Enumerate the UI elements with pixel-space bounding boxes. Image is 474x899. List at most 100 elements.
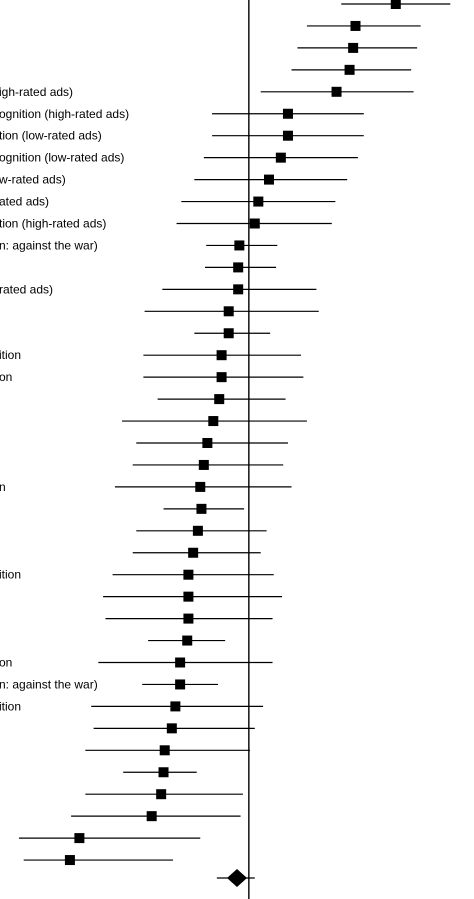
study-label: ition	[0, 348, 21, 362]
study-row	[123, 767, 197, 778]
point-estimate-marker	[275, 152, 286, 163]
point-estimate-marker	[233, 284, 244, 295]
study-row	[23, 855, 174, 866]
study-row	[105, 613, 273, 624]
study-label: rated ads)	[0, 282, 53, 296]
study-row	[144, 306, 319, 317]
study-label: n	[0, 480, 6, 494]
study-label: igh-rated ads)	[0, 85, 73, 99]
study-row: ated ads)	[0, 195, 336, 209]
point-estimate-marker	[223, 306, 234, 317]
study-row: on	[0, 656, 273, 670]
study-row: n	[0, 480, 292, 494]
point-estimate-marker	[263, 174, 274, 185]
study-label: n: against the war)	[0, 238, 98, 252]
point-estimate-marker	[216, 350, 227, 361]
study-row: igh-rated ads)	[0, 85, 414, 99]
study-row	[306, 20, 421, 31]
point-estimate-marker	[282, 108, 293, 119]
study-label: ated ads)	[0, 195, 49, 209]
point-estimate-marker	[183, 613, 194, 624]
point-estimate-marker	[183, 591, 194, 602]
point-estimate-marker	[282, 130, 293, 141]
study-label: on	[0, 370, 12, 384]
study-label: on	[0, 656, 12, 670]
study-row: n: against the war)	[0, 238, 278, 252]
study-row	[194, 328, 271, 339]
point-estimate-marker	[234, 240, 245, 251]
study-row	[157, 394, 286, 405]
study-row	[85, 789, 243, 800]
point-estimate-marker	[208, 416, 219, 427]
study-row	[163, 503, 245, 514]
study-label: ition	[0, 568, 21, 582]
point-estimate-marker	[196, 503, 207, 514]
study-label: ition	[0, 699, 21, 713]
study-row: ition	[0, 568, 274, 582]
point-estimate-marker	[344, 64, 355, 75]
point-estimate-marker	[156, 789, 167, 800]
study-row	[341, 0, 451, 9]
summary-effect	[216, 869, 255, 887]
point-estimate-marker	[192, 525, 203, 536]
study-label: n: against the war)	[0, 677, 98, 691]
point-estimate-marker	[348, 42, 359, 53]
study-row: ognition (high-rated ads)	[0, 107, 364, 121]
study-row: ognition (low-rated ads)	[0, 151, 358, 165]
study-row: rated ads)	[0, 282, 317, 296]
study-row	[291, 64, 412, 75]
study-row	[136, 438, 288, 448]
study-rows: igh-rated ads) ognition (high-rated ads) t…	[0, 0, 451, 866]
point-estimate-marker	[170, 701, 181, 712]
point-estimate-marker	[249, 218, 260, 229]
study-row	[122, 416, 307, 427]
point-estimate-marker	[195, 481, 206, 492]
point-estimate-marker	[188, 547, 199, 558]
study-label: tion (high-rated ads)	[0, 217, 106, 231]
study-row	[71, 811, 241, 822]
point-estimate-marker	[350, 20, 361, 31]
study-row: ition	[0, 699, 264, 713]
study-row	[205, 262, 277, 273]
study-row: on	[0, 370, 304, 384]
point-estimate-marker	[166, 723, 177, 734]
point-estimate-marker	[253, 196, 264, 207]
study-row	[132, 459, 284, 470]
point-estimate-marker	[64, 855, 75, 866]
study-row	[297, 42, 418, 53]
point-estimate-marker	[159, 745, 170, 756]
study-row	[18, 833, 201, 844]
point-estimate-marker	[198, 459, 209, 470]
study-label: tion (low-rated ads)	[0, 129, 102, 143]
point-estimate-marker	[216, 372, 227, 383]
study-row: ition	[0, 348, 301, 362]
point-estimate-marker	[214, 394, 225, 405]
point-estimate-marker	[74, 833, 85, 844]
study-row	[85, 745, 251, 756]
study-row: tion (high-rated ads)	[0, 217, 332, 231]
point-estimate-marker	[182, 635, 193, 646]
study-row	[136, 525, 267, 536]
point-estimate-marker	[202, 438, 213, 448]
point-estimate-marker	[331, 86, 342, 97]
study-row: n: against the war)	[0, 677, 219, 691]
study-label: ognition (low-rated ads)	[0, 151, 124, 165]
point-estimate-marker	[175, 679, 186, 690]
point-estimate-marker	[146, 811, 157, 822]
point-estimate-marker	[233, 262, 244, 273]
study-row	[93, 723, 255, 734]
study-row	[148, 635, 226, 646]
point-estimate-marker	[175, 657, 186, 668]
study-row: tion (low-rated ads)	[0, 129, 364, 143]
study-row	[103, 591, 283, 602]
point-estimate-marker	[158, 767, 169, 778]
point-estimate-marker	[183, 569, 194, 580]
point-estimate-marker	[223, 328, 234, 339]
study-row: w-rated ads)	[0, 173, 348, 187]
study-label: w-rated ads)	[0, 173, 66, 187]
point-estimate-marker	[390, 0, 401, 9]
summary-diamond	[227, 869, 247, 887]
study-label: ognition (high-rated ads)	[0, 107, 129, 121]
study-row	[132, 547, 261, 558]
